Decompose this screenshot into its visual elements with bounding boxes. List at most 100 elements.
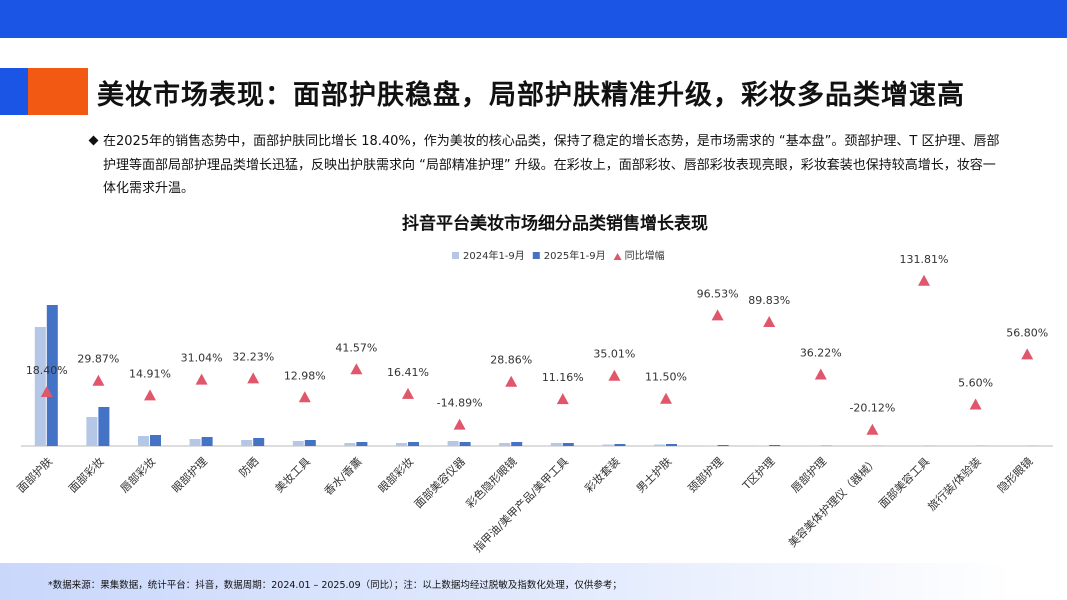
- bar: [459, 442, 471, 446]
- legend-marker: [532, 252, 540, 259]
- data-label: 28.86%: [490, 354, 532, 367]
- data-label: -20.12%: [849, 402, 895, 415]
- bar: [408, 442, 419, 446]
- bar: [98, 407, 110, 446]
- x-tick-label: 唇部彩妆: [117, 454, 158, 495]
- bar: [447, 441, 459, 446]
- x-tick-label: 香水/香薰: [321, 454, 365, 498]
- growth-marker: [505, 375, 518, 387]
- summary: 在2025年的销售态势中，面部护肤同比增长 18.40%，作为美妆的核心品类，保…: [103, 134, 1000, 196]
- bar: [46, 305, 58, 446]
- data-label: 5.60%: [958, 377, 993, 390]
- bar: [344, 443, 356, 446]
- growth-marker: [40, 385, 53, 397]
- data-label: 41.57%: [335, 341, 377, 354]
- growth-marker: [453, 418, 466, 430]
- bar: [757, 445, 769, 446]
- slide-title: 美妆市场表现：面部护肤稳盘，局部护肤精准升级，彩妆多品类增速高: [97, 80, 965, 111]
- growth-marker: [556, 393, 569, 405]
- legend-label: 2025年1-9月: [544, 249, 606, 262]
- x-tick-label: T区护理: [739, 454, 778, 493]
- growth-marker: [247, 372, 260, 384]
- bar: [356, 442, 368, 446]
- x-tick-label: 眼部彩妆: [375, 454, 416, 495]
- accent: [28, 68, 88, 115]
- x-tick-label: 面部护肤: [14, 454, 55, 495]
- data-label: 18.40%: [26, 364, 68, 377]
- bar: [86, 417, 98, 446]
- growth-marker: [814, 368, 827, 380]
- data-label: 131.81%: [900, 253, 949, 266]
- data-label: 31.04%: [181, 352, 223, 365]
- bar: [201, 437, 213, 446]
- data-label: 29.87%: [77, 353, 119, 366]
- bar: [189, 439, 201, 446]
- x-tick-label: 彩色隐形眼镜: [463, 454, 520, 511]
- x-tick-label: 旅行装/体验装: [925, 454, 984, 513]
- x-tick-label: 彩妆套装: [582, 455, 622, 495]
- bar: [499, 443, 511, 446]
- bar: [666, 444, 677, 446]
- x-tick-label: 指甲油/美甲产品/美甲工具: [470, 454, 571, 555]
- x-tick-label: 防晒: [236, 454, 261, 479]
- bar: [396, 443, 407, 446]
- bullet: [88, 135, 99, 146]
- footer-bar: [0, 563, 1067, 600]
- data-label: -14.89%: [437, 397, 483, 410]
- legend-label: 2024年1-9月: [463, 249, 525, 262]
- x-tick-label: 美妆工具: [273, 455, 313, 495]
- growth-marker: [866, 423, 879, 435]
- x-tick-label: 唇部护理: [788, 454, 829, 495]
- bar: [150, 435, 161, 446]
- x-tick-label: 男士护肤: [633, 454, 674, 495]
- legend-marker: [613, 253, 622, 260]
- growth-marker: [195, 373, 208, 385]
- footnote: *数据来源：果集数据，统计平台：抖音，数据周期：2024.01 – 2025.0…: [48, 580, 622, 591]
- bar: [511, 442, 523, 446]
- data-label: 36.22%: [800, 347, 842, 360]
- x-tick-label: 眼部护理: [169, 454, 210, 495]
- growth-marker: [660, 392, 672, 404]
- growth-marker: [608, 369, 621, 381]
- x-tick-label: 颈部护理: [685, 454, 726, 495]
- bar: [292, 441, 304, 446]
- growth-marker: [969, 398, 982, 410]
- growth-marker: [918, 274, 930, 286]
- legend-marker: [452, 252, 459, 259]
- bar: [304, 440, 316, 446]
- bar: [654, 444, 665, 446]
- bar: [562, 443, 574, 446]
- data-label: 14.91%: [129, 367, 171, 380]
- x-tick-label: 面部美容工具: [876, 454, 933, 511]
- growth-marker: [1021, 348, 1034, 360]
- x-tick-label: 美容美体护理仪（器械）: [785, 454, 880, 549]
- x-tick-label: 隐形眼镜: [994, 454, 1035, 495]
- chart: 抖音平台美妆市场细分品类销售增长表现 2024年1-9月 2025年1-9月 同比增…: [14, 213, 1053, 555]
- bar: [705, 445, 717, 446]
- data-label: 89.83%: [748, 294, 790, 307]
- bar: [253, 438, 265, 446]
- bar: [138, 436, 149, 446]
- growth-marker: [298, 391, 311, 403]
- x-tick-label: 面部美容仪器: [411, 454, 468, 511]
- growth-marker: [144, 389, 156, 401]
- x-tick-label: 面部彩妆: [66, 454, 107, 495]
- bar: [241, 440, 253, 446]
- data-label: 11.16%: [542, 371, 584, 384]
- bar: [769, 445, 781, 446]
- data-label: 16.41%: [387, 366, 429, 379]
- growth-marker: [350, 363, 363, 375]
- data-label: 35.01%: [593, 348, 635, 361]
- growth-marker: [711, 309, 724, 321]
- growth-marker: [763, 315, 776, 327]
- growth-marker: [402, 387, 414, 399]
- data-label: 56.80%: [1006, 326, 1048, 339]
- bar: [602, 444, 614, 446]
- growth-marker: [92, 374, 105, 386]
- bar: [717, 445, 729, 446]
- bar: [34, 327, 46, 446]
- data-label: 32.23%: [232, 350, 274, 363]
- top-bar: [0, 0, 1067, 38]
- data-label: 11.50%: [645, 371, 687, 384]
